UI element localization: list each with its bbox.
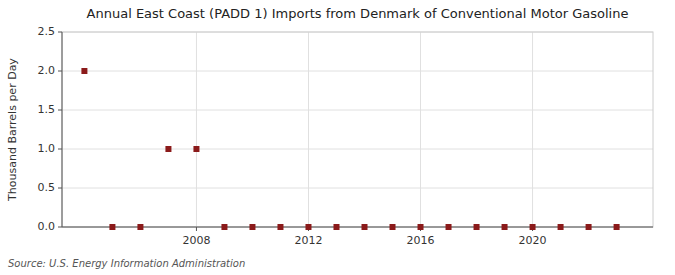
y-tick-label: 2.0 [38, 64, 56, 77]
point [586, 224, 592, 230]
point [474, 224, 480, 230]
chart-container: 0.0 0.5 1.0 1.5 2.0 2.5 2008 2012 2016 2020 Annual… [0, 0, 675, 275]
point [249, 224, 255, 230]
point [530, 224, 536, 230]
y-tick-label: 1.0 [38, 142, 56, 155]
y-tick-label: 2.5 [38, 25, 56, 38]
x-grid-line [532, 32, 533, 227]
x-tick-label: 2008 [182, 234, 210, 247]
axes: 0.0 0.5 1.0 1.5 2.0 2.5 2008 2012 2016 2020 [38, 25, 547, 247]
point [502, 224, 508, 230]
x-grid-line [420, 32, 421, 227]
point [277, 224, 283, 230]
point [137, 224, 143, 230]
x-grid-line [196, 32, 197, 227]
x-tick [196, 227, 197, 231]
title: Annual East Coast (PADD 1) Imports from … [87, 6, 629, 21]
x-tick-label: 2016 [407, 234, 435, 247]
plot-frame [62, 32, 653, 227]
y-tick [58, 227, 62, 228]
y-grid-line [62, 110, 653, 111]
point [221, 224, 227, 230]
x-axis-line [62, 227, 653, 228]
chart-svg: 0.0 0.5 1.0 1.5 2.0 2.5 2008 2012 2016 2020 Annual… [0, 0, 675, 275]
y-tick [58, 71, 62, 72]
y-grid-line [62, 71, 653, 72]
y-grid-line [62, 188, 653, 189]
y-tick-label: 1.5 [38, 103, 56, 116]
y-tick [58, 32, 62, 33]
point [362, 224, 368, 230]
point [614, 224, 620, 230]
y-tick-label: 0.0 [38, 220, 56, 233]
y-grid-line [62, 149, 653, 150]
y-grid-line [62, 227, 653, 228]
x-grid-line [308, 32, 309, 227]
point [109, 224, 115, 230]
y-tick [58, 188, 62, 189]
grid [62, 32, 653, 227]
x-tick-label: 2012 [294, 234, 322, 247]
y-tick [58, 110, 62, 111]
source-annotation: Source: U.S. Energy Information Administ… [8, 258, 245, 269]
points [81, 68, 619, 230]
point [558, 224, 564, 230]
point [390, 224, 396, 230]
point [81, 68, 87, 74]
x-tick-label: 2020 [519, 234, 547, 247]
point [418, 224, 424, 230]
y-axis-label: Thousand Barrels per Day [6, 58, 19, 202]
y-tick-label: 0.5 [38, 181, 56, 194]
y-tick [58, 149, 62, 150]
point [193, 146, 199, 152]
point [333, 224, 339, 230]
point [446, 224, 452, 230]
point [165, 146, 171, 152]
background [0, 0, 675, 275]
point [305, 224, 311, 230]
y-axis-line [62, 32, 63, 227]
